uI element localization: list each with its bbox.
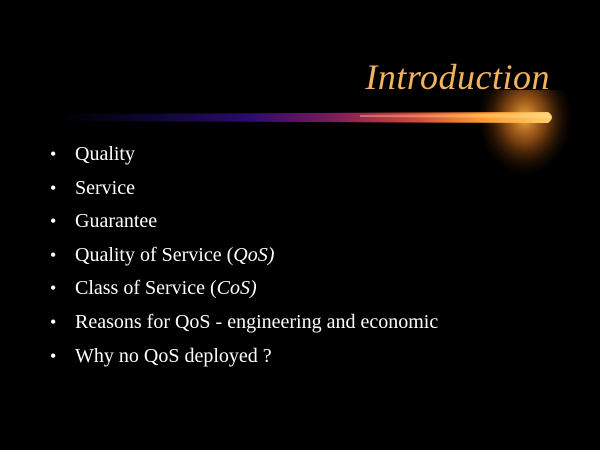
bullet-text: Quality bbox=[75, 143, 135, 165]
beam-glow bbox=[477, 90, 573, 176]
bullet-text: Class of Service ( bbox=[75, 277, 217, 300]
decorative-light-beam bbox=[60, 90, 573, 176]
bullet-dot-icon: • bbox=[50, 244, 57, 265]
bullet-text: Quality of Service ( bbox=[75, 243, 234, 266]
bullet-text: Service bbox=[75, 176, 135, 199]
bullet-dot-icon: • bbox=[50, 311, 57, 332]
bullet-item: • Why no QoS deployed ? bbox=[50, 340, 438, 374]
bullet-item: • Reasons for QoS - engineering and econo… bbox=[50, 306, 438, 340]
beam-bar bbox=[60, 112, 552, 123]
bullet-text: Reasons for QoS - engineering and econom… bbox=[75, 310, 439, 333]
bullet-item: • Service bbox=[50, 172, 438, 206]
bullet-dot-icon: • bbox=[50, 278, 57, 299]
bullet-text: Guarantee bbox=[75, 210, 158, 233]
bullet-dot-icon: • bbox=[50, 345, 57, 366]
beam-highlight bbox=[360, 113, 550, 118]
bullet-dot-icon: • bbox=[50, 144, 57, 164]
bullet-text: Why no QoS deployed ? bbox=[75, 344, 272, 367]
bullet-text: QoS) bbox=[233, 243, 275, 266]
bullet-list: • Quality • Service • Guarantee • Quality of Se… bbox=[50, 138, 438, 373]
bullet-dot-icon: • bbox=[50, 177, 57, 198]
bullet-dot-icon: • bbox=[50, 211, 57, 232]
bullet-item: • Guarantee bbox=[50, 205, 438, 239]
bullet-text: CoS) bbox=[216, 277, 257, 300]
bullet-item: • Quality of Service (QoS) bbox=[50, 239, 438, 273]
bullet-item: • Quality bbox=[50, 138, 438, 172]
bullet-item: • Class of Service (CoS) bbox=[50, 272, 438, 306]
